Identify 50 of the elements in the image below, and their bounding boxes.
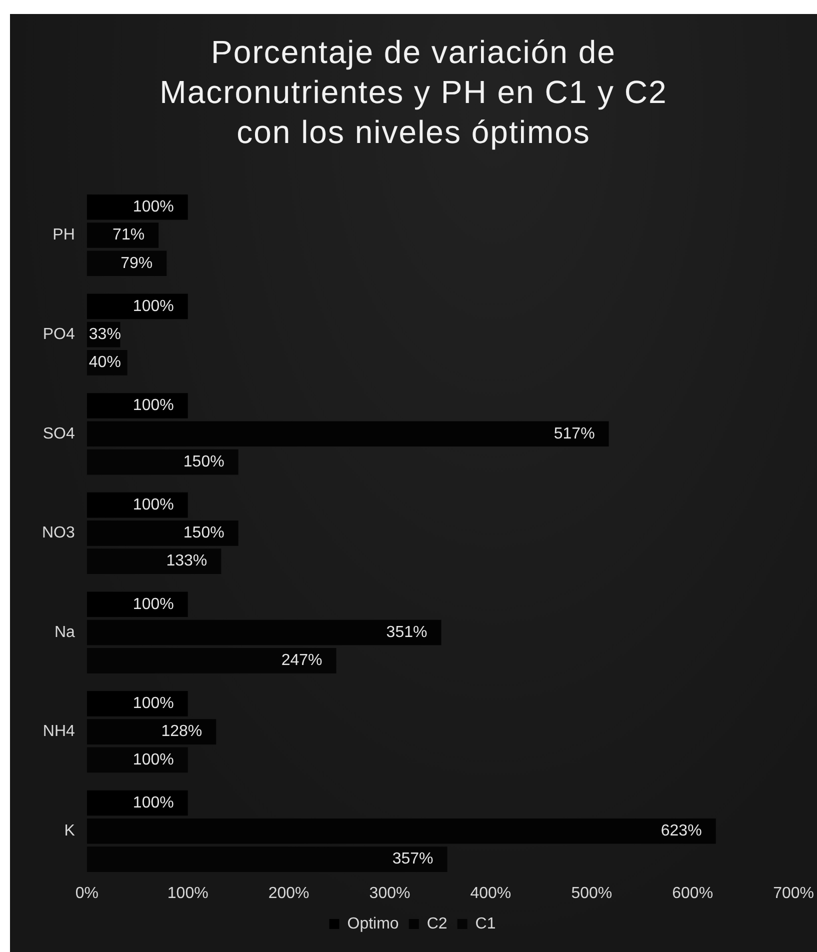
x-tick-label: 500% (571, 884, 612, 902)
bar (86, 620, 442, 646)
bar (86, 421, 609, 447)
legend-label: C1 (475, 915, 496, 932)
data-label: 150% (183, 453, 224, 470)
data-label: 128% (161, 723, 202, 740)
y-tick-label: PH (52, 226, 75, 244)
y-tick-label: K (64, 822, 76, 840)
bar (86, 222, 159, 248)
bar (86, 294, 188, 320)
data-label: 623% (660, 822, 702, 840)
chart-title: Porcentaje de variación de Macronutrientes y PH en C1 y C2 con los niveles óptimos (158, 33, 668, 152)
data-label: 351% (386, 624, 428, 641)
data-label: 133% (166, 552, 208, 570)
data-label: 79% (120, 254, 153, 272)
data-label: 33% (88, 326, 121, 343)
bar (86, 592, 188, 618)
data-label: 247% (281, 652, 322, 670)
y-tick-label: SO4 (42, 425, 75, 442)
data-label: 150% (183, 524, 224, 542)
data-label: 100% (132, 794, 174, 812)
data-label: 40% (88, 354, 121, 372)
bar (86, 194, 188, 220)
data-label: 100% (132, 397, 174, 414)
bar (86, 492, 188, 518)
data-label: 100% (132, 496, 174, 514)
legend-label: C2 (426, 915, 448, 932)
bar (86, 520, 238, 546)
data-label: 71% (112, 226, 145, 244)
y-tick-label: Na (54, 624, 75, 641)
bar (86, 393, 188, 418)
y-tick-label: NO3 (42, 524, 75, 542)
x-tick-label: 200% (268, 884, 310, 902)
data-label: 100% (132, 298, 174, 315)
data-label: 517% (554, 425, 595, 442)
legend-label: Optimo (347, 915, 399, 932)
x-tick-label: 300% (369, 884, 410, 902)
data-label: 100% (132, 751, 174, 768)
data-label: 100% (132, 695, 174, 712)
x-tick-label: 700% (773, 884, 814, 902)
x-tick-label: 0% (75, 884, 98, 902)
data-label: 357% (392, 850, 434, 868)
y-tick-label: NH4 (42, 723, 75, 740)
data-label: 100% (132, 198, 174, 216)
x-tick-label: 100% (167, 884, 208, 902)
x-tick-label: 600% (672, 884, 714, 902)
bar (86, 691, 188, 716)
y-tick-label: PO4 (42, 326, 75, 343)
x-tick-label: 400% (470, 884, 512, 902)
data-label: 100% (132, 596, 174, 613)
